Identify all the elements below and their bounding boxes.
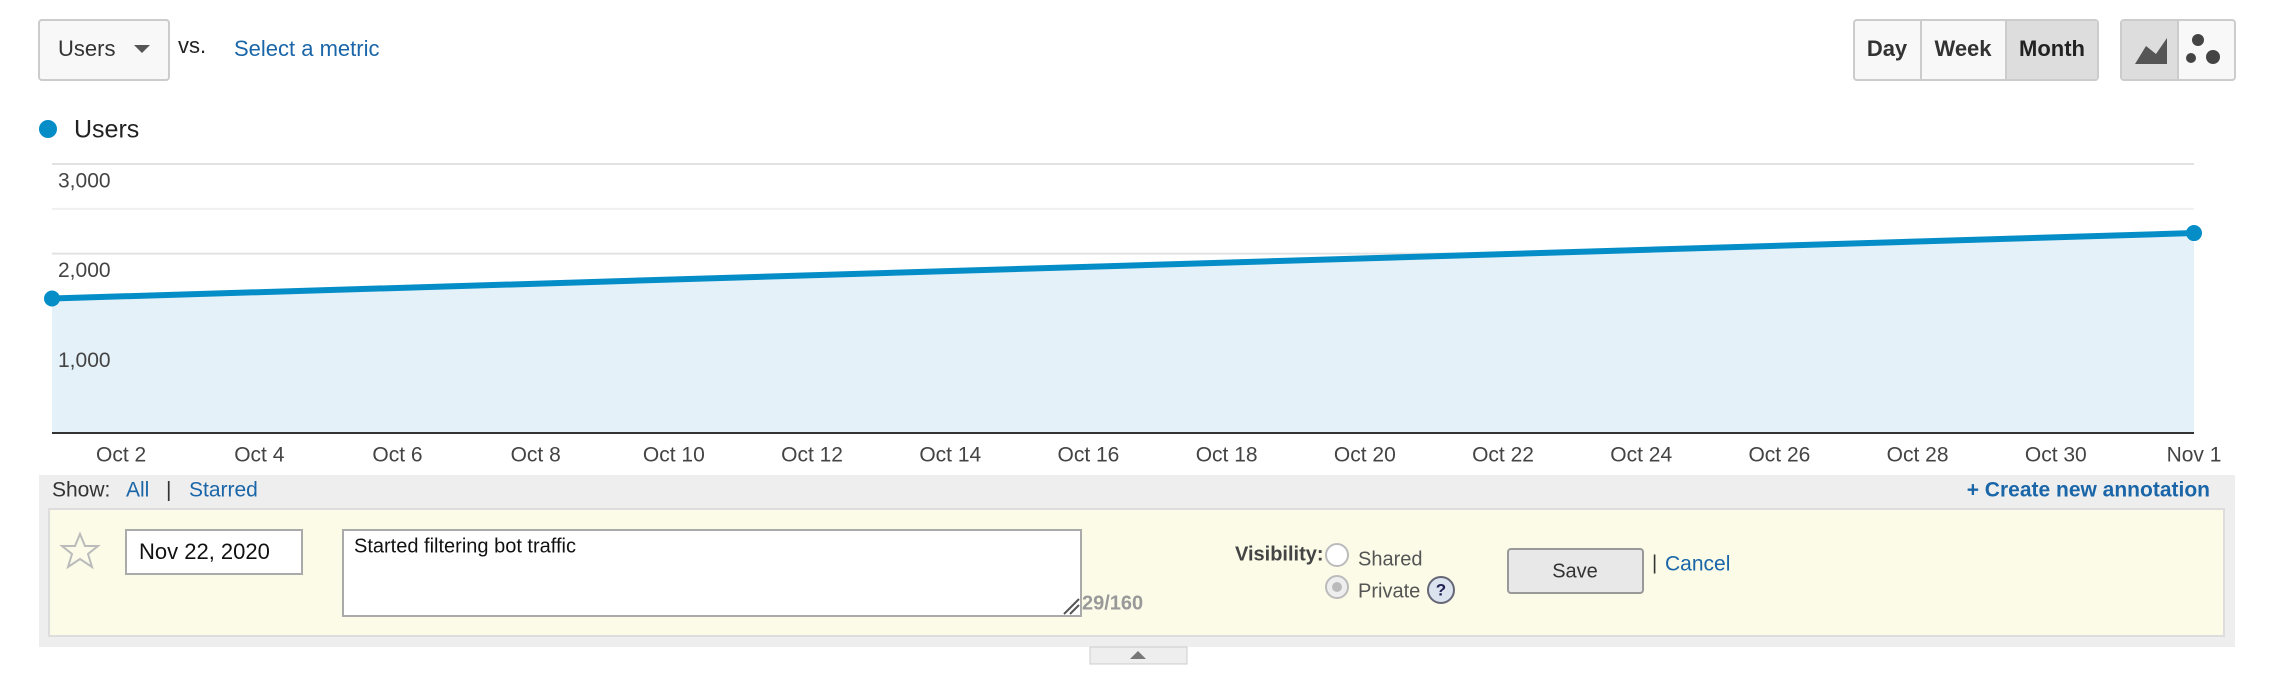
show-label: Show: [52,479,110,502]
date-input[interactable] [125,529,303,575]
star-icon[interactable] [59,531,101,570]
note-text: Started filtering bot traffic [354,535,576,557]
save-label: Save [1552,560,1598,582]
radio-shared[interactable] [1325,543,1349,567]
create-annotation[interactable]: + Create new annotation [1967,479,2210,502]
x-tick-label: Oct 6 [372,444,422,467]
chart: Users 1,000 2,000 3,000 Oct 2 Oct 4 Oct 6 Oct 8… [39,116,2221,467]
point [2186,225,2202,242]
separator: | [166,479,171,502]
separator: | [1652,552,1657,574]
date-value: Nov 22, 2020 [139,539,270,564]
vs-label: vs. [178,33,206,58]
x-tick-label: Oct 28 [1887,444,1949,467]
note-textarea[interactable] [342,529,1082,617]
cancel-link[interactable]: Cancel [1665,553,1730,576]
legend-label: Users [74,116,139,144]
save-button[interactable] [1507,548,1644,594]
metric-label: Users [58,36,115,61]
help-text: ? [1436,580,1446,599]
motion-icon[interactable] [2192,34,2204,46]
x-tick-label: Oct 12 [781,444,843,467]
y-tick-label: 2,000 [58,259,111,282]
show-all[interactable]: All [126,479,149,502]
x-tick-label: Nov 1 [2167,444,2222,467]
motion-icon [2186,53,2196,63]
x-tick-label: Oct 26 [1748,444,1810,467]
period-button[interactable]: Month [2019,36,2085,61]
char-counter: 29/160 [1082,592,1143,614]
select-metric-link[interactable]: Select a metric [234,36,380,61]
legend-dot [39,120,57,138]
period-selected [2006,21,2097,79]
point [44,290,60,307]
x-tick-label: Oct 30 [2025,444,2087,467]
x-tick-label: Oct 16 [1058,444,1120,467]
collapse-arrow [1130,651,1146,659]
line-chart-icon [2135,38,2167,64]
x-tick-label: Oct 10 [643,444,705,467]
line [51,230,2195,302]
dropdown-arrow [134,45,150,53]
y-tick-label: 3,000 [58,170,111,193]
period-button[interactable]: Day [1867,36,1908,61]
x-tick-label: Oct 20 [1334,444,1396,467]
resize-handle [1063,598,1080,615]
x-tick-label: Oct 24 [1610,444,1672,467]
period-button[interactable]: Week [1934,36,1992,61]
private-label: Private [1358,580,1420,602]
shared-label: Shared [1358,548,1423,570]
x-tick-label: Oct 14 [919,444,981,467]
x-tick-label: Oct 4 [234,444,285,467]
visibility-label: Visibility: [1235,543,1324,565]
x-tick-label: Oct 22 [1472,444,1534,467]
metric-dropdown[interactable] [38,19,170,81]
motion-icon [2206,50,2220,64]
x-tick-label: Oct 2 [96,444,146,467]
radio-dot [1332,582,1342,592]
x-tick-label: Oct 8 [511,444,561,467]
show-starred[interactable]: Starred [189,479,258,502]
y-tick-label: 1,000 [58,349,111,372]
x-tick-label: Oct 18 [1196,444,1258,467]
help-icon[interactable] [1427,576,1455,604]
